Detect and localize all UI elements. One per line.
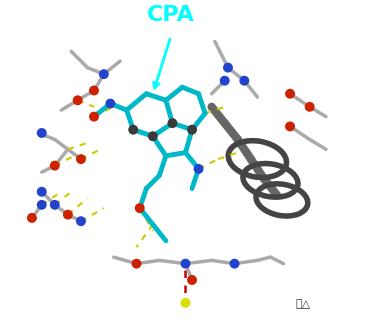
Text: CPA: CPA (147, 5, 195, 25)
Circle shape (188, 276, 196, 284)
Circle shape (220, 76, 229, 85)
Circle shape (37, 201, 46, 209)
Circle shape (224, 63, 232, 72)
Circle shape (194, 164, 203, 173)
Circle shape (188, 125, 196, 134)
Circle shape (181, 259, 190, 268)
Circle shape (50, 201, 59, 209)
Circle shape (181, 299, 190, 307)
Circle shape (90, 86, 98, 95)
Circle shape (64, 211, 72, 219)
Circle shape (77, 155, 85, 163)
Circle shape (77, 217, 85, 225)
Circle shape (90, 113, 98, 121)
Circle shape (286, 89, 294, 98)
Circle shape (129, 125, 138, 134)
Circle shape (240, 76, 249, 85)
Circle shape (132, 259, 141, 268)
Circle shape (305, 103, 314, 111)
Circle shape (106, 99, 115, 108)
Circle shape (286, 122, 294, 131)
Circle shape (168, 119, 177, 127)
Circle shape (135, 204, 144, 212)
Circle shape (28, 214, 36, 222)
Circle shape (148, 132, 157, 140)
Circle shape (37, 188, 46, 196)
Circle shape (230, 259, 239, 268)
Circle shape (37, 129, 46, 137)
Circle shape (73, 96, 82, 105)
Circle shape (50, 162, 59, 170)
Circle shape (99, 70, 108, 78)
Text: へ△: へ△ (296, 299, 311, 309)
